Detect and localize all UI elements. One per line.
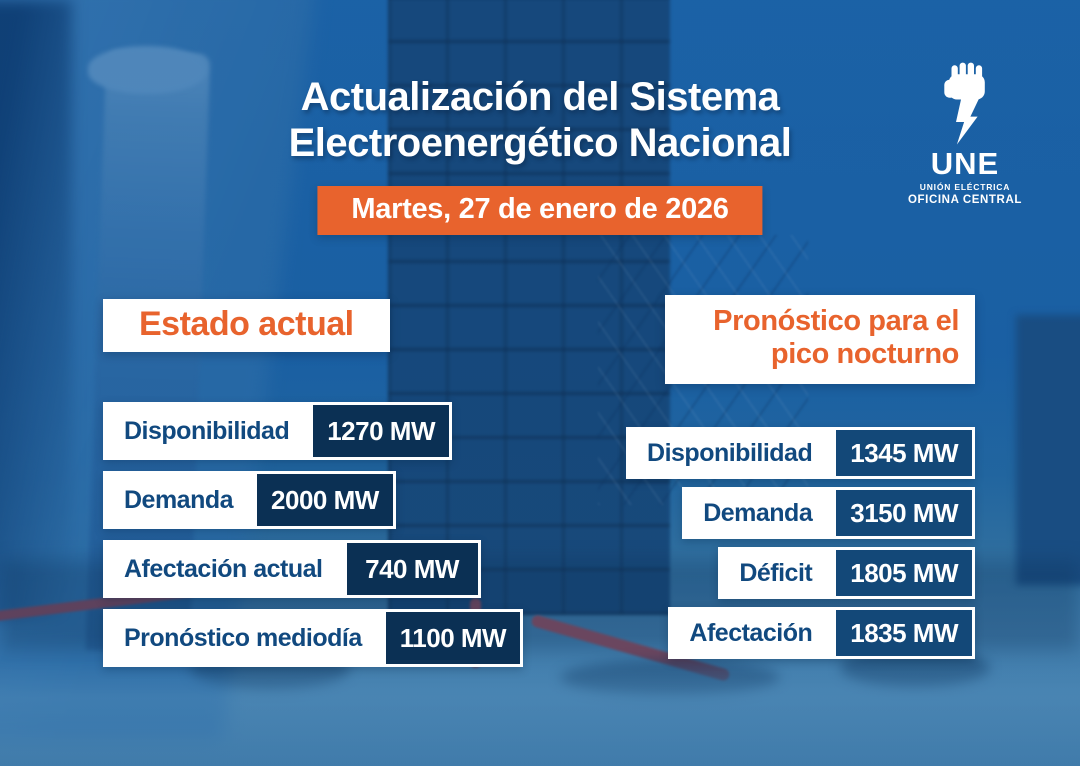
stat-label: Afectación actual [124,554,323,583]
section-title-pico-nocturno: Pronóstico para el pico nocturno [665,295,975,385]
stat-value: 740 MW [343,540,481,598]
background-chimney-cap [88,46,206,94]
page-title: Actualización del Sistema Electroenergét… [0,74,1080,166]
stat-value: 1270 MW [310,402,452,460]
une-logo: UNE UNIÓN ELÉCTRICA OFICINA CENTRAL [903,62,1027,206]
stat-label: Disponibilidad [647,438,813,467]
section-title-estado-actual: Estado actual [103,299,390,352]
stat-label: Demanda [703,498,813,527]
stat-value: 1100 MW [382,609,524,667]
date-banner: Martes, 27 de enero de 2026 [317,186,763,235]
stat-row-disponibilidad-nocturna: Disponibilidad 1345 MW [626,427,975,479]
stat-label: Disponibilidad [124,416,290,445]
stat-value: 1805 MW [833,547,975,599]
stat-row-afectacion-nocturna: Afectación 1835 MW [668,607,975,659]
background-left-structure [0,0,72,620]
logo-oficina-central-text: OFICINA CENTRAL [908,194,1022,206]
stat-value: 1345 MW [833,427,975,479]
logo-union-electrica-text: UNIÓN ELÉCTRICA [919,182,1011,192]
forecast-title-line2: pico nocturno [770,338,960,371]
stat-label: Déficit [739,558,813,587]
stat-row-deficit: Déficit 1805 MW [718,547,975,599]
background-road [0,661,1080,766]
page-title-line2: Electroenergético Nacional [288,121,792,165]
current-status-rows: Disponibilidad 1270 MW Demanda 2000 MW A… [103,402,524,667]
logo-une-text: UNE [930,146,1000,181]
stat-label: Demanda [124,485,234,514]
forecast-rows: Disponibilidad 1345 MW Demanda 3150 MW D… [626,427,975,659]
stat-value: 2000 MW [254,471,396,529]
stat-row-demanda-nocturna: Demanda 3150 MW [682,487,975,539]
stat-row-pronostico-mediodia: Pronóstico mediodía 1100 MW [103,609,524,667]
stat-value: 1835 MW [833,607,975,659]
stat-row-disponibilidad: Disponibilidad 1270 MW [103,402,452,460]
stat-label: Pronóstico mediodía [124,623,362,652]
stat-row-demanda: Demanda 2000 MW [103,471,396,529]
page-title-line1: Actualización del Sistema [300,75,780,119]
stat-row-afectacion-actual: Afectación actual 740 MW [103,540,481,598]
fist-lightning-icon [944,62,985,145]
background-boiler-structure [388,0,670,615]
stat-value: 3150 MW [833,487,975,539]
background-right-structure [1016,315,1080,585]
stat-label: Afectación [689,618,813,647]
forecast-title-line1: Pronóstico para el [713,305,959,337]
